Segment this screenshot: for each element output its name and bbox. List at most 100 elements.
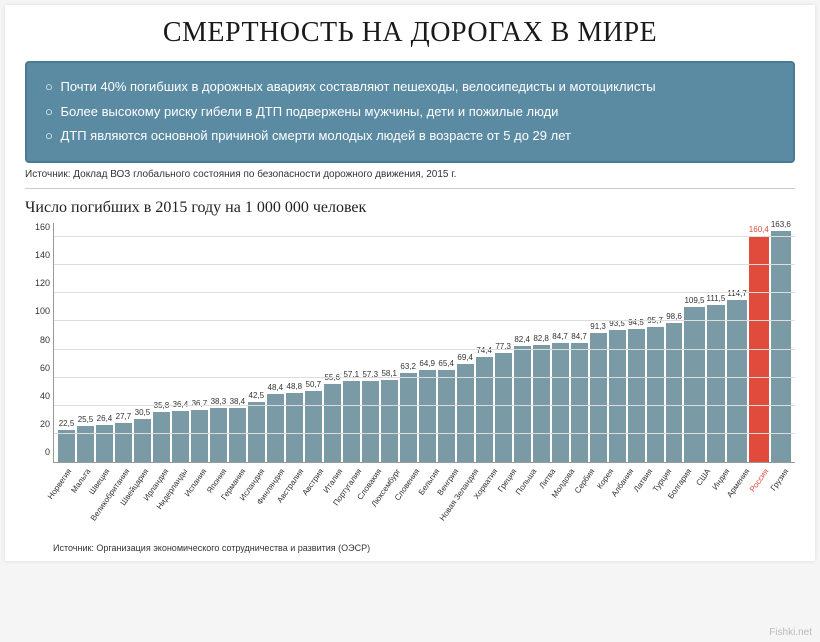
bar-value-label: 109,5: [684, 296, 704, 305]
bar-column: 48,4: [267, 383, 284, 462]
y-tick-label: 140: [28, 250, 50, 260]
bar-rect: [727, 300, 746, 462]
bar-value-label: 42,5: [249, 391, 265, 400]
bar-column: 82,4: [514, 335, 531, 462]
grid-line: [54, 236, 795, 237]
bar-column: 95,7: [647, 316, 664, 462]
info-item: Почти 40% погибших в дорожных авариях со…: [45, 75, 775, 100]
bar-value-label: 94,5: [628, 318, 644, 327]
grid-line: [54, 349, 795, 350]
bar-value-label: 48,8: [287, 382, 303, 391]
bar-rect: [172, 411, 189, 462]
bar-value-label: 111,5: [707, 294, 726, 303]
bar-rect: [666, 323, 683, 462]
bar-rect: [191, 410, 208, 462]
y-tick-label: 20: [28, 419, 50, 429]
bar-column: 27,7: [115, 412, 132, 462]
bar-column: 55,6: [324, 373, 341, 462]
bar-column: 163,6: [771, 220, 791, 462]
bar-column: 77,3: [495, 342, 512, 462]
bar-value-label: 27,7: [116, 412, 132, 421]
x-label: Норвегия: [46, 467, 73, 501]
bar-column: 26,4: [96, 414, 113, 462]
bar-column: 22,5: [58, 419, 75, 462]
chart-plot-area: 22,525,526,427,730,535,836,436,738,338,4…: [53, 223, 795, 463]
bar-rect: [96, 425, 113, 462]
bar-column: 48,8: [286, 382, 303, 462]
bar-value-label: 36,7: [192, 399, 208, 408]
bar-rect: [229, 408, 246, 462]
chart-subtitle: Число погибших в 2015 году на 1 000 000 …: [25, 199, 795, 217]
y-tick-label: 120: [28, 278, 50, 288]
bar-value-label: 160,4: [749, 225, 769, 234]
bar-rect: [419, 370, 436, 462]
bar-value-label: 30,5: [135, 408, 151, 417]
x-axis-area: НорвегияМальтаШвецияВеликобританияШвейца…: [53, 463, 795, 541]
x-label: США: [694, 467, 712, 487]
bar-value-label: 57,3: [362, 370, 378, 379]
bar-column: 42,5: [248, 391, 265, 462]
grid-line: [54, 264, 795, 265]
y-tick-label: 60: [28, 363, 50, 373]
grid-line: [54, 292, 795, 293]
bar-value-label: 63,2: [400, 362, 416, 371]
bar-rect: [305, 391, 322, 463]
bar-rect: [552, 343, 569, 463]
bar-rect: [58, 430, 75, 462]
bar-column: 94,5: [628, 318, 645, 462]
bar-column: 58,1: [381, 369, 398, 462]
grid-line: [54, 377, 795, 378]
bar-value-label: 82,8: [533, 334, 549, 343]
bar-value-label: 22,5: [59, 419, 75, 428]
info-list: Почти 40% погибших в дорожных авариях со…: [45, 75, 775, 149]
bar-rect: [495, 353, 512, 462]
bar-rect: [571, 343, 588, 463]
bar-value-label: 48,4: [268, 383, 284, 392]
bar-column: 93,5: [609, 319, 626, 462]
bar-column: 38,4: [229, 397, 246, 462]
bar-rect: [707, 305, 726, 462]
bar-rect: [533, 345, 550, 462]
bar-rect: [590, 333, 607, 462]
grid-line: [54, 320, 795, 321]
bar-rect: [400, 373, 417, 462]
bar-value-label: 64,9: [419, 359, 435, 368]
grid-line: [54, 405, 795, 406]
bar-rect: [609, 330, 626, 462]
bar-value-label: 114,7: [727, 289, 746, 298]
bar-rect: [647, 327, 664, 462]
bar-value-label: 69,4: [457, 353, 473, 362]
bar-value-label: 26,4: [97, 414, 113, 423]
bar-value-label: 163,6: [771, 220, 791, 229]
bar-rect: [476, 357, 493, 462]
bar-rect: [153, 412, 170, 463]
bar-rect: [115, 423, 132, 462]
bar-column: 114,7: [727, 289, 746, 462]
bar-column: 69,4: [457, 353, 474, 462]
x-label: Латвия: [632, 467, 654, 494]
bar-rect: [343, 381, 360, 462]
bar-column: 84,7: [552, 332, 569, 463]
bar-column: 36,4: [172, 400, 189, 462]
source-bottom: Источник: Организация экономического сот…: [53, 543, 795, 553]
bar-value-label: 82,4: [514, 335, 530, 344]
bar-column: 98,6: [666, 312, 683, 462]
bar-rect: [362, 381, 379, 462]
bar-value-label: 84,7: [571, 332, 587, 341]
bar-rect: [210, 408, 227, 462]
bar-column: 50,7: [305, 380, 322, 463]
bar-column: 84,7: [571, 332, 588, 463]
watermark: Fishki.net: [769, 627, 812, 638]
bar-rect: [134, 419, 151, 462]
bar-column: 35,8: [153, 401, 170, 463]
chart-container: 22,525,526,427,730,535,836,436,738,338,4…: [25, 223, 795, 553]
bar-rect: [684, 307, 704, 462]
bar-rect: [457, 364, 474, 462]
bar-column: 160,4: [749, 225, 769, 462]
bar-value-label: 57,1: [343, 370, 359, 379]
bar-column: 82,8: [533, 334, 550, 462]
grid-line: [54, 433, 795, 434]
y-tick-label: 0: [28, 447, 50, 457]
bar-value-label: 74,4: [476, 346, 492, 355]
y-tick-label: 40: [28, 391, 50, 401]
